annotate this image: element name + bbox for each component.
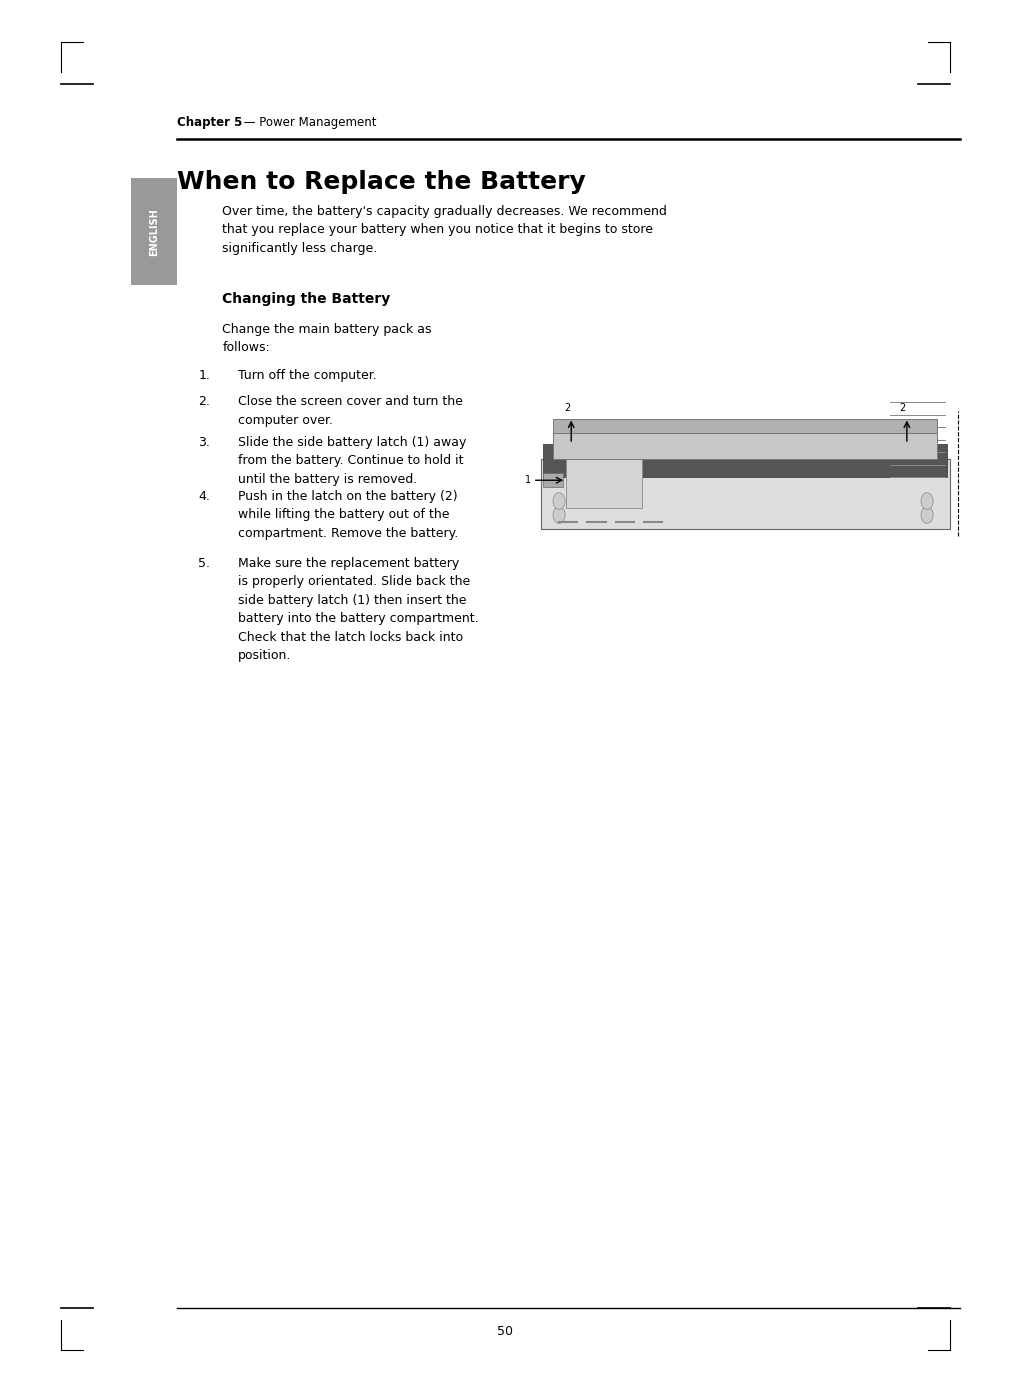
Text: 1.: 1. xyxy=(198,369,210,381)
Text: ENGLISH: ENGLISH xyxy=(150,207,159,256)
Circle shape xyxy=(921,507,933,523)
Text: 4.: 4. xyxy=(198,490,210,503)
Text: 2.: 2. xyxy=(198,395,210,408)
Circle shape xyxy=(553,493,565,509)
Text: Over time, the battery's capacity gradually decreases. We recommend
that you rep: Over time, the battery's capacity gradua… xyxy=(222,205,667,255)
Bar xyxy=(553,419,937,433)
Text: 5.: 5. xyxy=(198,557,210,569)
Text: Close the screen cover and turn the
computer over.: Close the screen cover and turn the comp… xyxy=(238,395,462,427)
Text: Make sure the replacement battery
is properly orientated. Slide back the
side ba: Make sure the replacement battery is pro… xyxy=(238,557,478,663)
Text: Changing the Battery: Changing the Battery xyxy=(222,292,390,306)
Text: 1: 1 xyxy=(525,475,531,486)
Bar xyxy=(543,444,947,477)
Bar xyxy=(579,455,615,466)
Circle shape xyxy=(553,507,565,523)
Bar xyxy=(553,432,937,459)
Bar xyxy=(566,436,642,508)
Text: 2: 2 xyxy=(564,404,570,413)
Text: 3.: 3. xyxy=(198,436,210,448)
Text: Slide the side battery latch (1) away
from the battery. Continue to hold it
unti: Slide the side battery latch (1) away fr… xyxy=(238,436,466,486)
Text: 50: 50 xyxy=(497,1325,514,1338)
Text: Push in the latch on the battery (2)
while lifting the battery out of the
compar: Push in the latch on the battery (2) whi… xyxy=(238,490,458,540)
Bar xyxy=(541,459,950,529)
Circle shape xyxy=(921,493,933,509)
Bar xyxy=(131,178,177,285)
Text: Turn off the computer.: Turn off the computer. xyxy=(238,369,376,381)
Bar xyxy=(543,473,563,487)
Text: 2: 2 xyxy=(900,404,906,413)
Text: — Power Management: — Power Management xyxy=(240,117,376,129)
Text: When to Replace the Battery: When to Replace the Battery xyxy=(177,170,585,193)
Text: Chapter 5: Chapter 5 xyxy=(177,117,243,129)
Text: Change the main battery pack as
follows:: Change the main battery pack as follows: xyxy=(222,323,432,355)
